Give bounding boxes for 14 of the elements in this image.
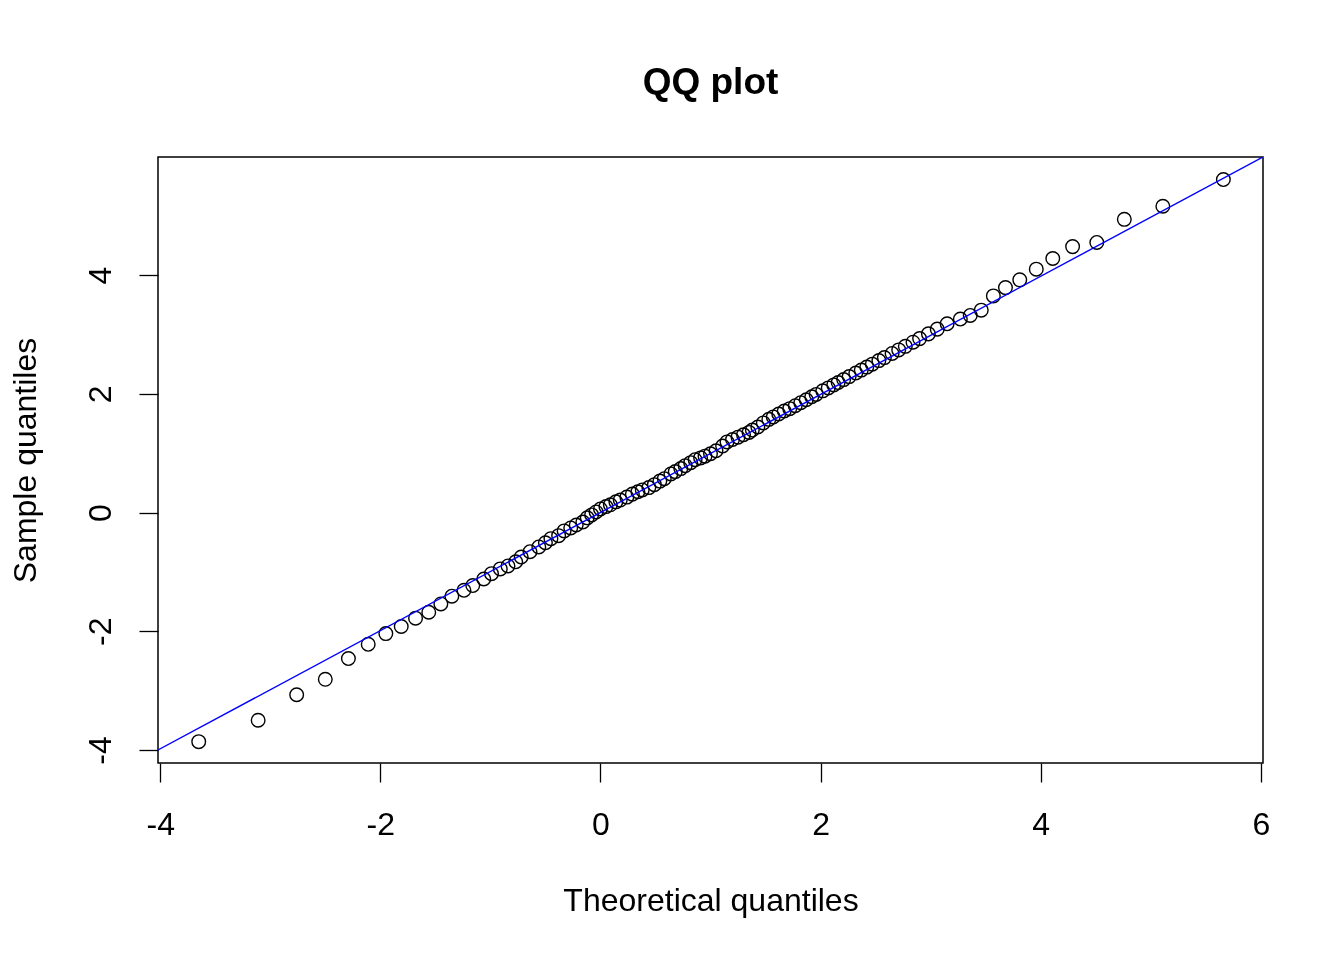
x-axis-title: Theoretical quantiles <box>563 881 859 918</box>
x-tick-label: -2 <box>366 805 396 842</box>
x-tick-label: 4 <box>1032 805 1051 842</box>
y-tick-label: 2 <box>81 385 118 404</box>
y-tick-label: -2 <box>81 617 118 646</box>
chart-title: QQ plot <box>642 61 779 102</box>
y-tick-label: 0 <box>81 504 118 522</box>
y-tick-label: -4 <box>81 736 118 765</box>
y-tick-label: 4 <box>81 266 118 285</box>
x-tick-label: 0 <box>592 805 610 842</box>
x-tick-label: 6 <box>1252 805 1271 842</box>
x-tick-label: 2 <box>812 805 830 842</box>
y-axis-title: Sample quantiles <box>6 337 43 584</box>
x-tick-label: -4 <box>146 805 175 842</box>
